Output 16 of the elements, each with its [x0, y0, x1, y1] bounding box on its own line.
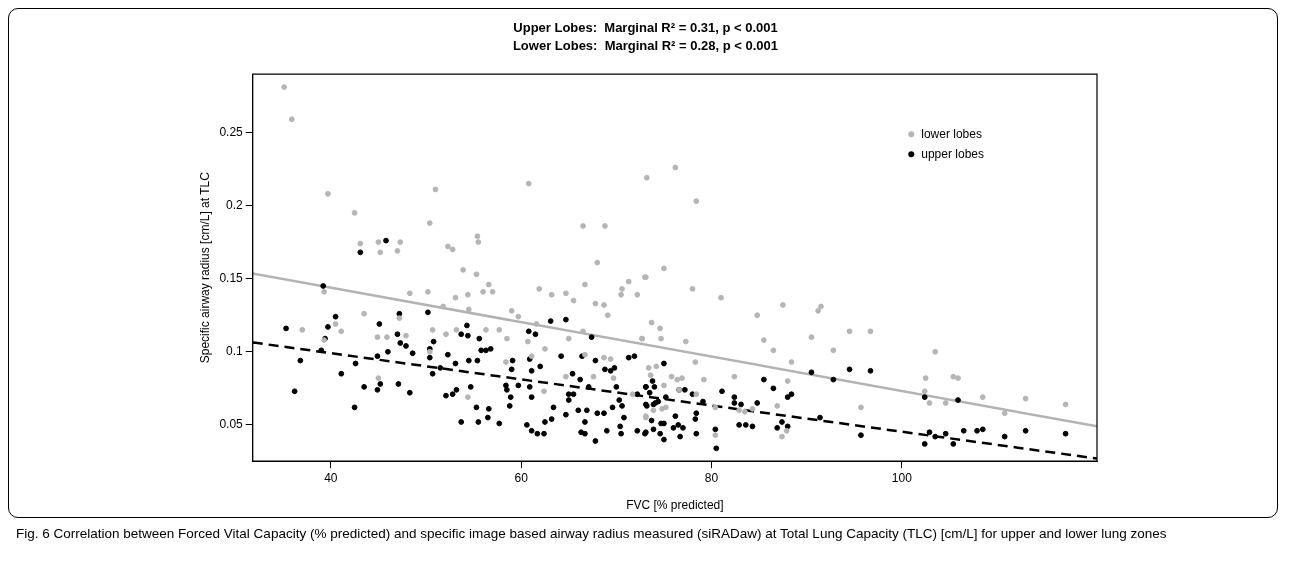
y-tick-label: 0.25	[219, 124, 244, 139]
y-tick-label: 0.15	[219, 270, 244, 285]
x-tick-label: 100	[891, 470, 913, 485]
y-tick-label: 0.05	[219, 417, 244, 432]
chart-title: Upper Lobes: Marginal R² = 0.31, p < 0.001	[513, 20, 778, 36]
chart-subtitle: Lower Lobes: Marginal R² = 0.28, p < 0.001	[512, 37, 779, 53]
x-tick-label: 40	[324, 470, 338, 485]
x-tick-label: 80	[704, 470, 719, 485]
legend-label: lower lobes	[921, 126, 982, 141]
y-axis-title: Specific airway radius [cm/L] at TLC	[197, 171, 212, 364]
x-tick-label: 60	[514, 470, 529, 485]
y-tick-label: 0.1	[226, 344, 244, 359]
legend-label: upper lobes	[921, 146, 984, 161]
caption: Fig. 6 Correlation between Forced Vital Capacity (% predicted) and specific image based airway radius measured (siRADaw) at Total Lung Capacity (TLC) [cm/L] for upper and lower lung zones	[16, 525, 1168, 543]
x-axis-title: FVC [% predicted]	[626, 498, 724, 513]
y-tick-label: 0.2	[226, 197, 244, 212]
